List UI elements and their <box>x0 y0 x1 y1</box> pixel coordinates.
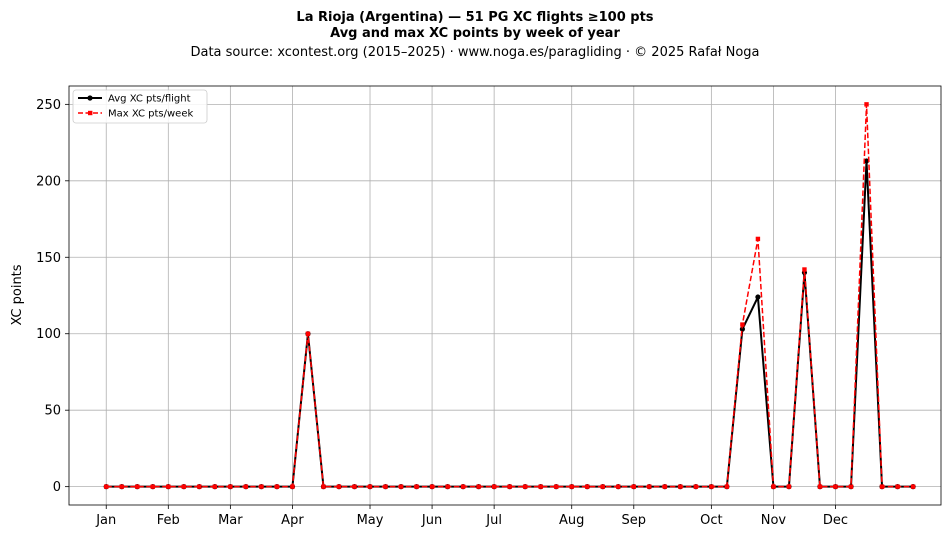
data-point <box>305 331 311 336</box>
series-max <box>104 102 916 489</box>
legend-label: Avg XC pts/flight <box>108 94 191 105</box>
data-point <box>321 484 326 489</box>
data-point <box>755 236 761 242</box>
data-point <box>538 484 543 489</box>
data-point <box>600 484 605 489</box>
data-point <box>864 102 869 107</box>
data-point <box>554 484 559 489</box>
chart-title: La Rioja (Argentina) — 51 PG XC flights … <box>296 10 653 25</box>
data-point <box>724 484 730 489</box>
data-point <box>631 484 636 489</box>
legend-item: Avg XC pts/flight <box>78 94 191 105</box>
y-tick-label: 250 <box>36 98 61 113</box>
x-tick-label: Sep <box>622 513 647 528</box>
data-point <box>274 484 280 489</box>
axes: Jan Feb Mar Apr May Jun Jul Aug Sep Oct Nov Dec 0 50 1… <box>36 85 942 528</box>
data-point <box>460 484 466 489</box>
y-tick-label: 0 <box>53 480 61 495</box>
data-point <box>585 484 590 489</box>
data-point <box>910 484 916 489</box>
data-point <box>367 484 373 489</box>
x-tick-label: May <box>357 513 384 528</box>
data-point <box>863 158 870 164</box>
data-point <box>491 484 497 489</box>
x-tick-label: Feb <box>157 513 180 528</box>
data-point <box>243 484 249 489</box>
data-point <box>786 484 792 489</box>
x-tick-label: Dec <box>823 513 848 528</box>
data-point <box>739 326 745 332</box>
legend-swatch-marker <box>87 95 93 101</box>
data-point <box>259 484 264 489</box>
data-point <box>352 484 357 489</box>
data-point <box>414 484 419 489</box>
data-point <box>647 484 652 489</box>
data-point <box>507 484 512 489</box>
data-point <box>290 484 295 489</box>
x-tick-label: Jul <box>485 513 502 528</box>
data-point <box>662 484 668 489</box>
data-point <box>228 484 233 489</box>
data-point <box>135 484 140 489</box>
legend-swatch-marker <box>88 110 93 116</box>
series-layer <box>103 102 916 490</box>
data-point <box>429 484 435 489</box>
data-point <box>755 294 761 300</box>
data-point <box>817 484 823 489</box>
data-point <box>802 267 807 272</box>
data-point <box>212 484 218 489</box>
data-point <box>104 484 109 489</box>
series-line <box>106 103 914 488</box>
data-point <box>476 484 481 489</box>
data-point <box>709 484 714 489</box>
y-tick-label: 50 <box>44 404 61 419</box>
y-tick-label: 100 <box>36 327 61 342</box>
data-point <box>833 484 838 489</box>
data-point <box>522 484 528 489</box>
data-point <box>336 484 342 489</box>
data-point <box>879 484 885 489</box>
data-point <box>181 484 187 489</box>
legend-box <box>72 89 208 124</box>
data-point <box>119 484 124 489</box>
legend-item: Max XC pts/week <box>78 109 193 120</box>
data-point <box>383 484 388 489</box>
y-tick-label: 150 <box>36 251 61 266</box>
data-point <box>616 484 621 489</box>
data-point <box>740 322 745 327</box>
x-tick-label: Aug <box>559 513 584 528</box>
data-point <box>166 484 171 489</box>
x-tick-label: Oct <box>700 513 722 528</box>
legend-label: Max XC pts/week <box>108 109 193 120</box>
chart-source: Data source: xcontest.org (2015–2025) · … <box>190 45 759 60</box>
chart-subtitle: Avg and max XC points by week of year <box>330 26 620 41</box>
plot-frame <box>68 85 942 506</box>
series-avg <box>103 158 916 490</box>
data-point <box>693 484 699 489</box>
data-point <box>197 484 202 489</box>
data-point <box>445 484 450 489</box>
x-tick-label: Jun <box>421 513 442 528</box>
data-point <box>678 484 683 489</box>
data-point <box>895 484 900 489</box>
legend: Avg XC pts/flight Max XC pts/week <box>72 89 208 124</box>
data-point <box>569 484 574 489</box>
data-point <box>771 484 776 489</box>
y-tick-label: 200 <box>36 174 61 189</box>
y-axis-label: XC points <box>10 264 25 325</box>
x-tick-label: Mar <box>218 513 243 528</box>
data-point <box>150 484 155 489</box>
x-tick-label: Jan <box>95 513 116 528</box>
data-point <box>848 484 854 489</box>
x-tick-label: Nov <box>761 513 787 528</box>
x-tick-label: Apr <box>281 513 304 528</box>
grid <box>69 86 941 505</box>
data-point <box>398 484 404 489</box>
